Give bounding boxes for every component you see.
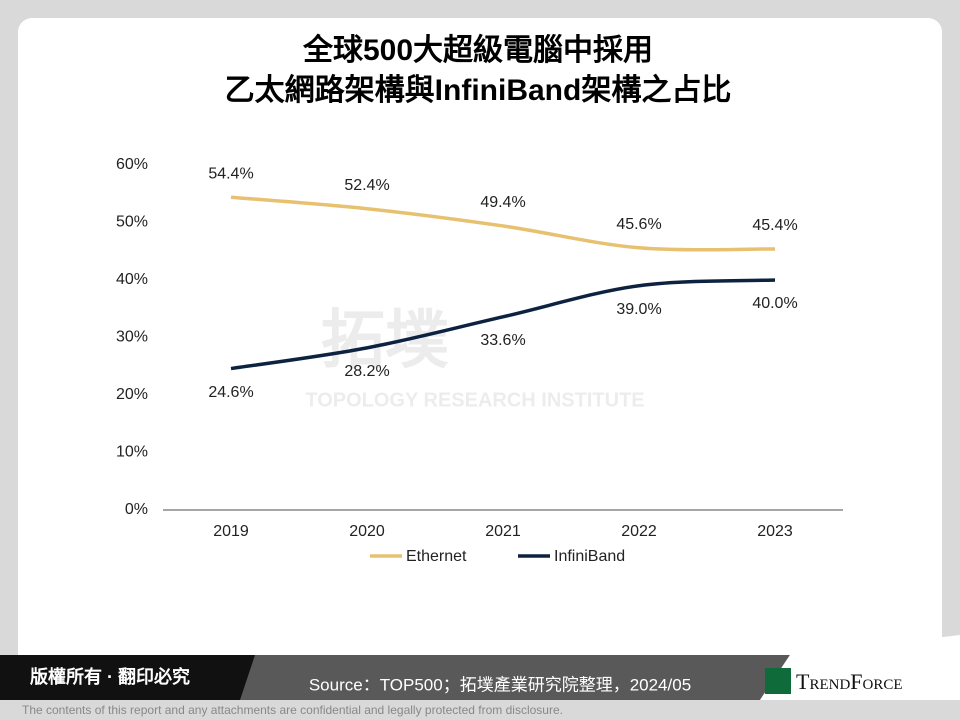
legend-label: Ethernet <box>406 548 467 565</box>
y-tick-label: 40% <box>116 271 148 288</box>
y-tick-label: 60% <box>116 156 148 173</box>
data-label: 45.4% <box>752 217 797 234</box>
x-tick-label: 2021 <box>485 523 521 540</box>
y-tick-label: 10% <box>116 444 148 461</box>
x-tick-label: 2022 <box>621 523 657 540</box>
line <box>230 278 776 371</box>
card <box>18 18 942 698</box>
line <box>230 195 776 252</box>
data-label: 24.6% <box>208 384 253 401</box>
data-label: 39.0% <box>616 301 661 318</box>
chart-title: 乙太網路架構與InfiniBand架構之占比 <box>225 73 732 107</box>
watermark: 拓墣 <box>321 304 449 376</box>
logo-mark <box>765 668 791 694</box>
data-label: 40.0% <box>752 295 797 312</box>
data-label: 49.4% <box>480 194 525 211</box>
x-tick-label: 2019 <box>213 523 249 540</box>
footer-copyright-band <box>0 655 255 700</box>
chart-title: 全球500大超級電腦中採用 <box>302 33 653 67</box>
y-tick-label: 50% <box>116 214 148 231</box>
x-tick-label: 2020 <box>349 523 385 540</box>
data-label: 33.6% <box>480 332 525 349</box>
data-label: 28.2% <box>344 363 389 380</box>
y-tick-label: 20% <box>116 386 148 403</box>
disclaimer: The contents of this report and any atta… <box>22 703 563 717</box>
footer-logo-band <box>760 635 960 700</box>
data-label: 45.6% <box>616 216 661 233</box>
plot: 0% 10% 20% 30% 40% 50% 60% 2019 2020 2021 2022 2023… <box>116 156 843 565</box>
source: Source：TOP500；拓墣產業研究院整理，2024/05 <box>309 675 691 694</box>
brand: TrendForce <box>796 669 903 694</box>
legend-label: InfiniBand <box>554 548 625 565</box>
y-tick-label: 30% <box>116 329 148 346</box>
data-label: 52.4% <box>344 177 389 194</box>
y-tick-label: 0% <box>125 501 148 518</box>
copyright: 版權所有 · 翻印必究 <box>30 666 190 687</box>
data-label: 54.4% <box>208 165 253 182</box>
x-tick-label: 2023 <box>757 523 793 540</box>
watermark: TOPOLOGY RESEARCH INSTITUTE <box>305 389 644 411</box>
